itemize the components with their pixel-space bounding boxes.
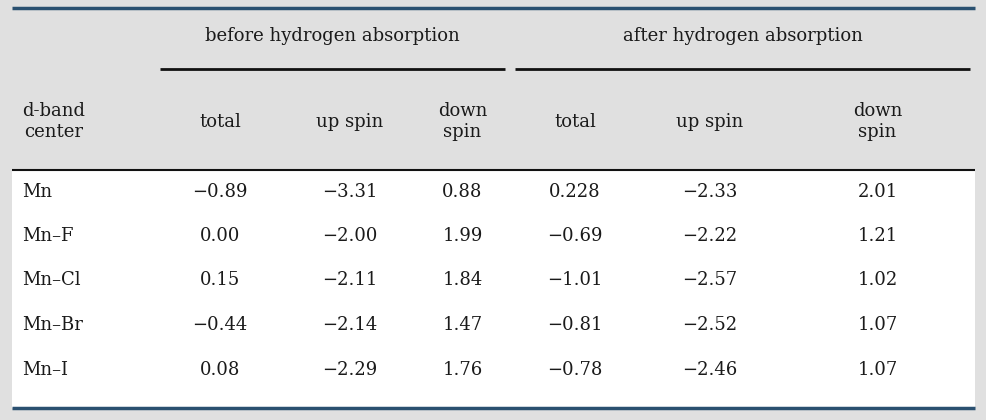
Text: −0.89: −0.89 (192, 183, 247, 201)
Text: Mn–Cl: Mn–Cl (22, 271, 81, 289)
Text: Mn: Mn (22, 183, 52, 201)
Text: −0.69: −0.69 (547, 227, 602, 245)
Text: 1.99: 1.99 (443, 227, 483, 245)
Text: −2.29: −2.29 (322, 361, 378, 379)
Text: −2.52: −2.52 (682, 315, 738, 333)
Text: 1.07: 1.07 (858, 315, 897, 333)
Text: −2.33: −2.33 (682, 183, 738, 201)
Text: 0.08: 0.08 (200, 361, 241, 379)
Text: −2.00: −2.00 (322, 227, 378, 245)
Text: −0.81: −0.81 (547, 315, 602, 333)
Text: 0.15: 0.15 (200, 271, 241, 289)
Text: 1.84: 1.84 (443, 271, 482, 289)
Text: after hydrogen absorption: after hydrogen absorption (622, 27, 863, 45)
Text: 2.01: 2.01 (858, 183, 897, 201)
Text: total: total (554, 113, 596, 131)
Text: up spin: up spin (317, 113, 384, 131)
Text: before hydrogen absorption: before hydrogen absorption (205, 27, 459, 45)
Text: d-band
center: d-band center (22, 102, 85, 141)
Text: 1.47: 1.47 (443, 315, 482, 333)
Text: −2.46: −2.46 (682, 361, 738, 379)
Bar (12, 170, 975, 408)
Text: 0.00: 0.00 (200, 227, 241, 245)
Text: down
spin: down spin (853, 102, 902, 141)
Text: total: total (199, 113, 241, 131)
Text: 1.02: 1.02 (858, 271, 897, 289)
Text: −0.44: −0.44 (192, 315, 247, 333)
Text: Mn–I: Mn–I (22, 361, 68, 379)
Text: 1.21: 1.21 (858, 227, 897, 245)
Text: Mn–Br: Mn–Br (22, 315, 83, 333)
Text: −3.31: −3.31 (322, 183, 378, 201)
Text: down
spin: down spin (438, 102, 487, 141)
Text: up spin: up spin (676, 113, 743, 131)
Text: −2.14: −2.14 (322, 315, 378, 333)
Text: −2.57: −2.57 (682, 271, 738, 289)
Text: −2.11: −2.11 (322, 271, 378, 289)
Text: 0.228: 0.228 (549, 183, 600, 201)
Bar (12, 8, 975, 170)
Text: −1.01: −1.01 (547, 271, 602, 289)
Text: −0.78: −0.78 (547, 361, 602, 379)
Text: 1.76: 1.76 (443, 361, 482, 379)
Text: Mn–F: Mn–F (22, 227, 73, 245)
Text: 0.88: 0.88 (443, 183, 483, 201)
Text: 1.07: 1.07 (858, 361, 897, 379)
Text: −2.22: −2.22 (682, 227, 738, 245)
